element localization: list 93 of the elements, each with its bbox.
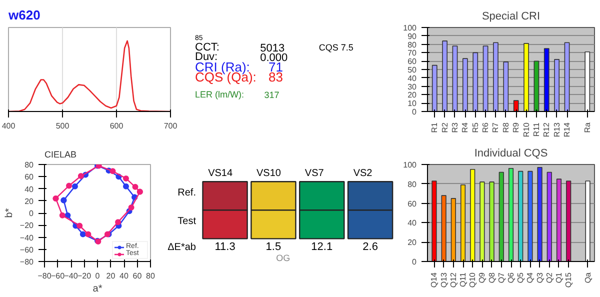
x-tick-label: 700 (164, 122, 178, 130)
x-tick-label: 400 (2, 122, 16, 130)
x-tick-label: 600 (110, 122, 124, 130)
x-tick-label: −80 (38, 272, 52, 280)
x-tick-label: Ra (582, 122, 592, 133)
x-tick-label: 60 (132, 272, 142, 280)
x-tick-label: Q9 (478, 272, 487, 284)
x-tick-label: Q12 (448, 272, 458, 288)
y-tick-label: 0 (412, 258, 418, 266)
y-tick-label: 60 (408, 57, 418, 66)
x-tick-label: R12 (542, 122, 552, 138)
x-tick-label: R2 (440, 122, 450, 133)
x-tick-label: 0 (95, 272, 100, 280)
text: 0.000 (260, 52, 288, 64)
x-tick-label: Q1 (554, 272, 564, 284)
y-tick-label: 0 (412, 108, 418, 116)
y-tick-label: 20 (24, 196, 34, 206)
x-tick-label: Q5 (516, 272, 526, 284)
x-axis-title: a* (92, 284, 102, 294)
x-tick-label: −60 (50, 272, 66, 280)
y-tick-label: −40 (20, 233, 34, 242)
category-label: VS14 (208, 168, 233, 179)
x-tick-label: 500 (56, 122, 70, 130)
y-tick-label: 10 (408, 99, 418, 108)
text: OG (276, 252, 290, 263)
y-tick-label: 60 (24, 172, 34, 182)
x-tick-label: Q8 (487, 272, 496, 284)
category-label: VS2 (353, 168, 373, 179)
data-label: 1.5 (266, 241, 282, 254)
x-tick-label: R5 (470, 122, 480, 133)
y-tick-label: 60 (408, 199, 418, 208)
x-tick-label: R11 (532, 122, 541, 137)
x-tick-label: R6 (481, 122, 490, 133)
y-tick-label: 20 (408, 238, 418, 248)
y-tick-label: 100 (403, 24, 418, 32)
y-tick-label: 100 (403, 160, 418, 170)
x-tick-label: R8 (501, 122, 510, 133)
x-tick-label: R1 (430, 122, 440, 133)
x-tick-label: Q10 (468, 272, 478, 288)
y-tick-label: 70 (408, 48, 418, 58)
text: LER (lm/W): (195, 90, 244, 100)
x-tick-label: Q13 (439, 272, 448, 288)
x-tick-label: −20 (77, 272, 92, 280)
x-tick-label: Q11 (458, 272, 468, 288)
y-tick-label: −20 (20, 221, 34, 230)
chart-title: Individual CQS (474, 148, 548, 160)
y-tick-label: 50 (408, 66, 418, 74)
y-tick-label: −80 (20, 258, 34, 266)
y-tick-label: 40 (24, 184, 34, 194)
y-tick-label: 0 (29, 209, 34, 218)
y-tick-label: 80 (408, 40, 418, 50)
x-tick-label: Qa (583, 272, 592, 284)
x-tick-label: R13 (552, 122, 562, 138)
data-label: 2.6 (362, 241, 378, 254)
y-axis-title: b* (4, 208, 15, 218)
x-tick-label: 80 (146, 272, 156, 280)
text: CQS 7.5 (318, 42, 354, 53)
x-tick-label: Q3 (535, 272, 544, 284)
x-tick-label: 40 (120, 272, 129, 280)
x-tick-label: R10 (522, 122, 531, 138)
chart-title: Special CRI (482, 10, 540, 22)
x-tick-label: R14 (562, 122, 572, 138)
category-label: VS10 (256, 168, 282, 179)
y-tick-label: 40 (408, 218, 418, 228)
x-tick-label: 20 (106, 272, 116, 280)
x-tick-label: R4 (460, 122, 470, 133)
category-label: VS7 (304, 168, 324, 179)
x-tick-label: −40 (64, 272, 78, 280)
x-tick-label: R9 (512, 122, 521, 133)
x-tick-label: Q2 (544, 272, 554, 284)
text: 317 (264, 90, 280, 100)
category-label: Ref. (178, 188, 196, 199)
x-tick-label: Q7 (496, 272, 506, 284)
text: ΔE*ab (168, 242, 196, 254)
x-tick-label: Q6 (506, 272, 516, 284)
text: Duv: (195, 50, 218, 63)
x-tick-label: Q14 (430, 272, 439, 288)
x-tick-label: Q15 (564, 272, 574, 288)
y-tick-label: 80 (408, 180, 418, 189)
y-tick-label: 40 (408, 74, 418, 83)
data-label: 12.1 (311, 241, 333, 254)
chart-title: CIELAB (44, 150, 77, 160)
y-tick-label: −60 (20, 245, 34, 254)
y-tick-label: 80 (24, 160, 34, 170)
category-label: Test (178, 216, 196, 228)
x-tick-label: Q4 (526, 272, 535, 284)
y-tick-label: 30 (408, 82, 418, 92)
y-tick-label: 20 (408, 90, 418, 100)
y-tick-label: 90 (408, 32, 418, 41)
x-tick-label: R7 (491, 122, 500, 133)
data-label: 11.3 (214, 241, 236, 254)
x-tick-label: R3 (450, 122, 460, 133)
chart-title: w620 (8, 8, 40, 22)
